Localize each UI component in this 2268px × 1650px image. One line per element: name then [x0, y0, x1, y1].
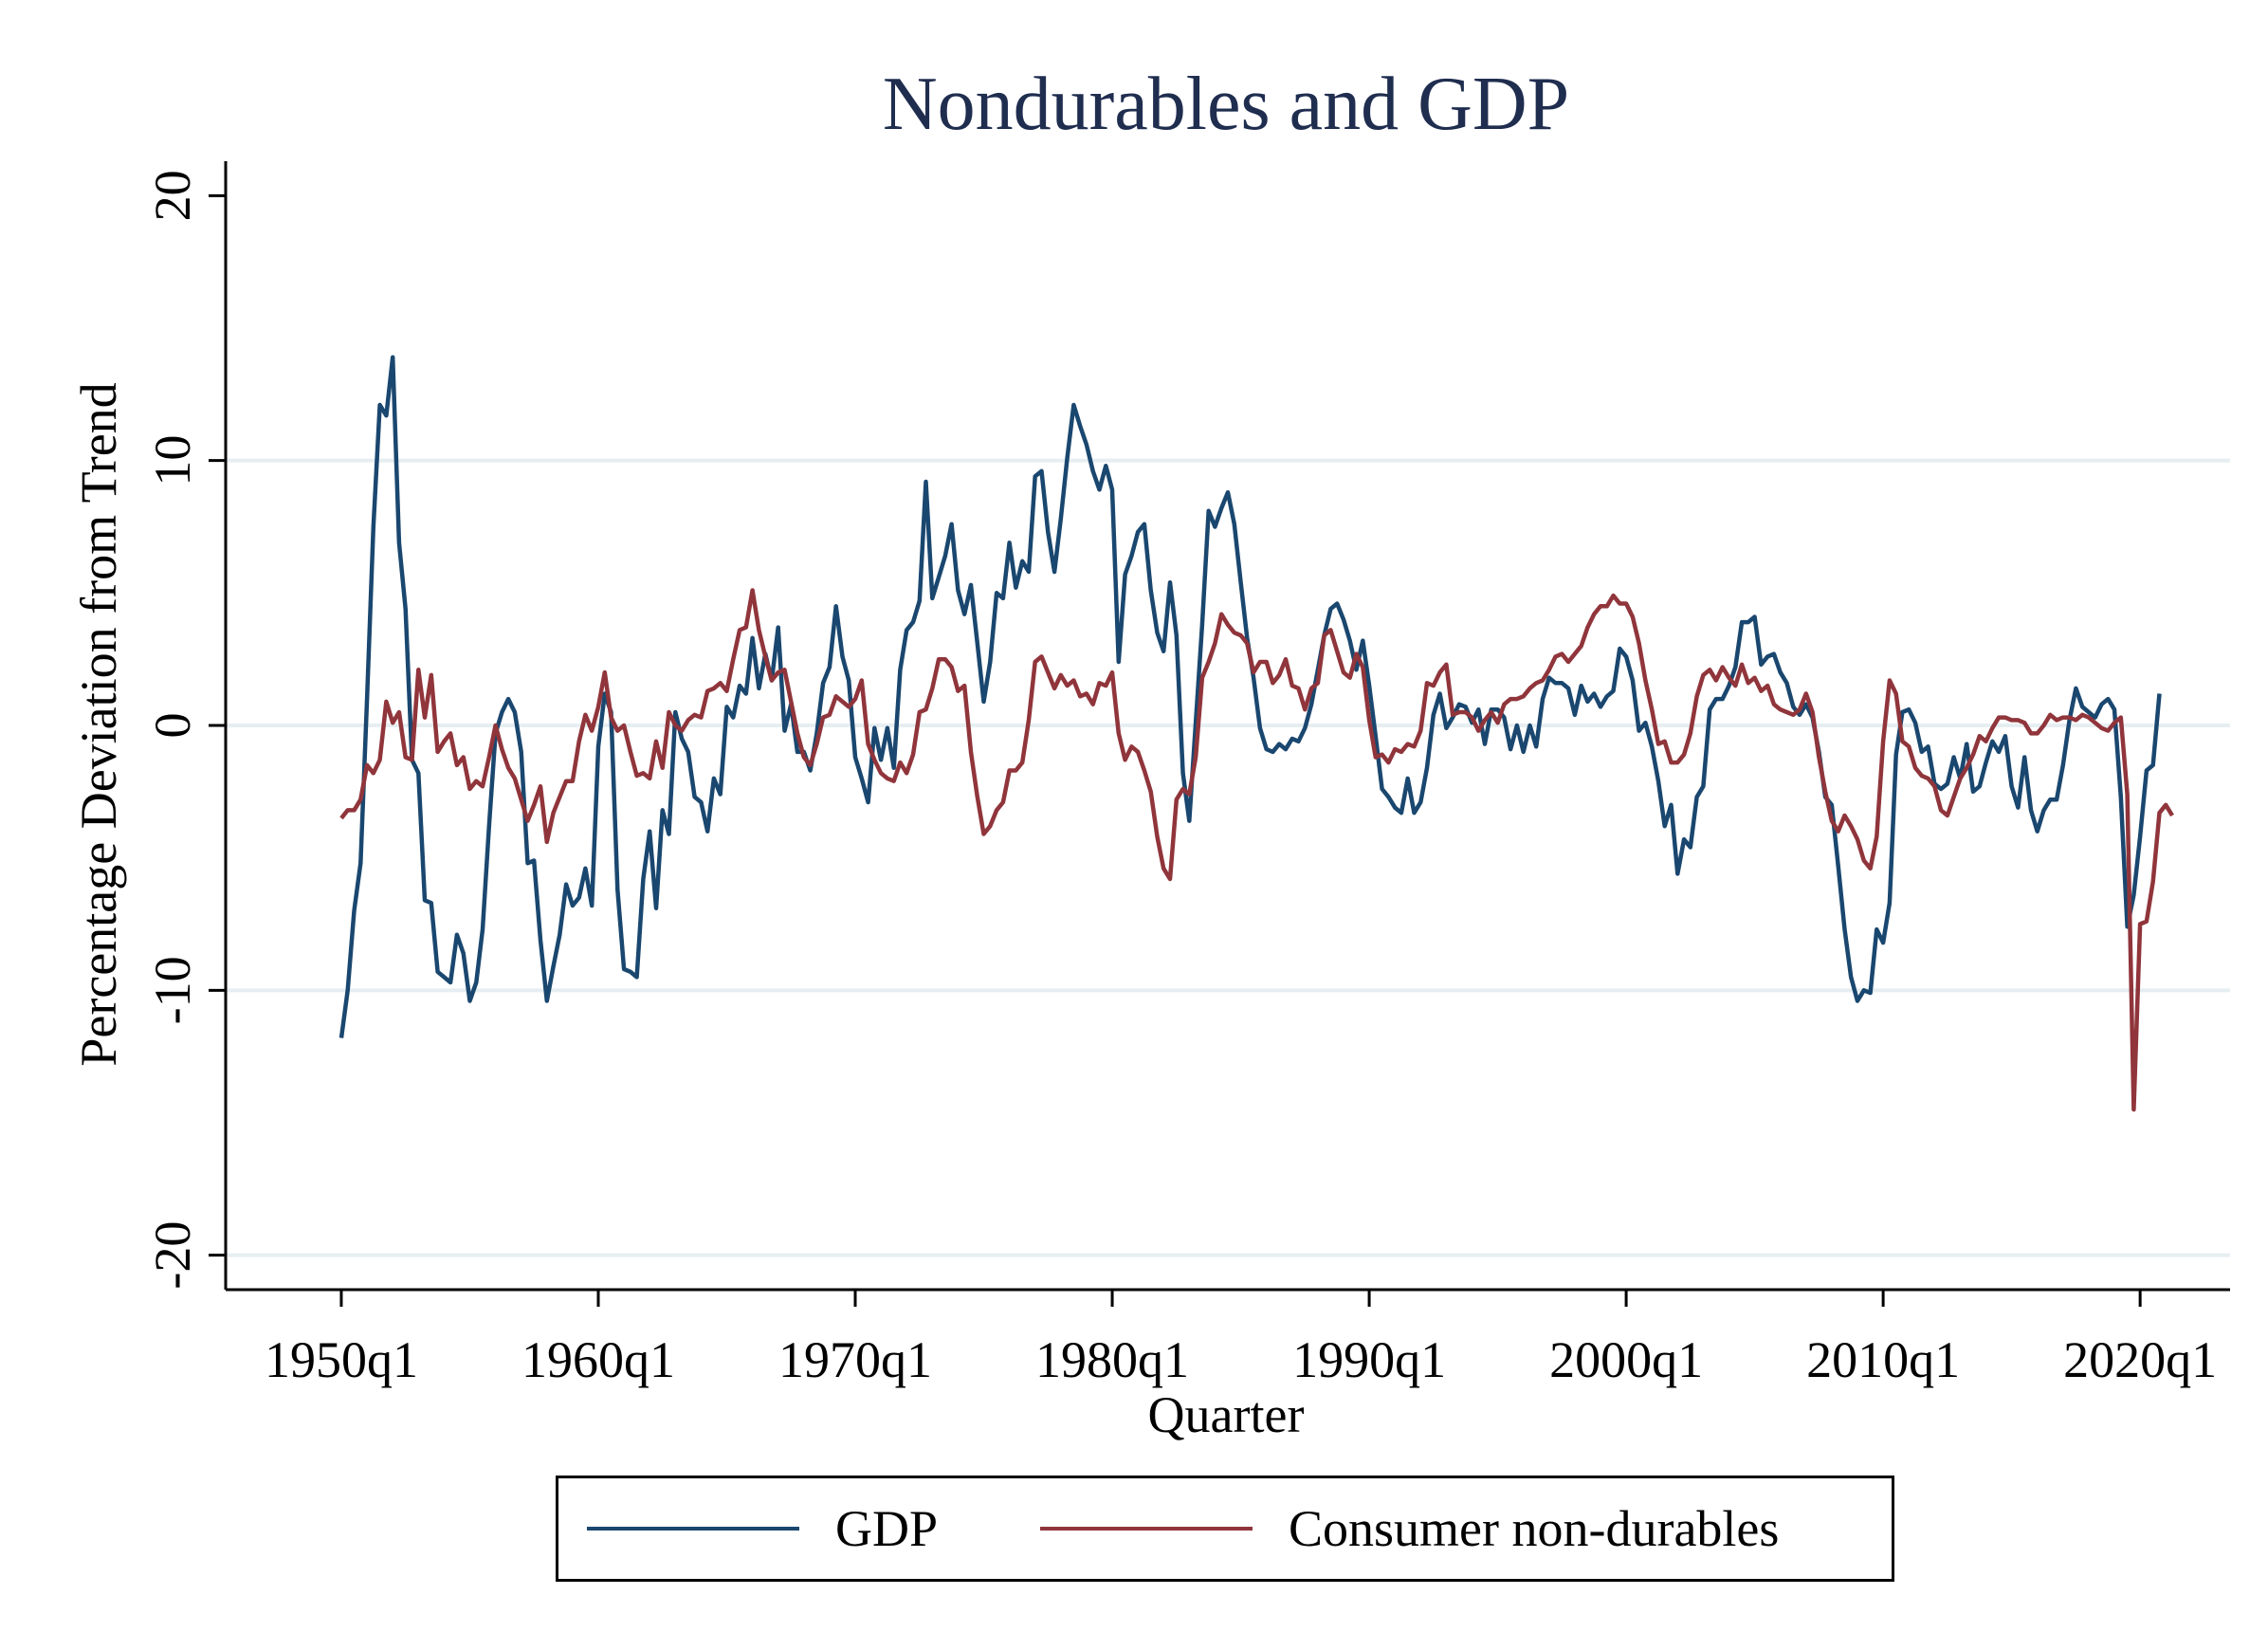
x-tick-label: 1980q1 — [1035, 1331, 1189, 1388]
x-tick-label: 2000q1 — [1549, 1331, 1703, 1388]
x-tick-label: 1960q1 — [521, 1331, 675, 1388]
y-tick-label: -10 — [144, 956, 201, 1024]
legend: GDP Consumer non-durables — [556, 1476, 1894, 1582]
series-line-nondurables — [339, 588, 2174, 1112]
legend-label-nondurables: Consumer non-durables — [1289, 1500, 1780, 1557]
legend-swatch-gdp — [587, 1527, 799, 1531]
y-tick-label: 0 — [144, 713, 201, 739]
x-tick-label: 1970q1 — [778, 1331, 932, 1388]
legend-item-gdp: GDP — [587, 1478, 938, 1579]
grid — [226, 458, 2230, 1257]
chart-title: Nondurables and GDP — [883, 63, 1569, 146]
y-tick-label: -20 — [144, 1221, 201, 1290]
y-axis-label: Percentage Deviation from Trend — [70, 382, 127, 1066]
axes: 20 10 0 -10 -20 1950q1 1960q1 1970q1 1980q1 1990q… — [144, 161, 2230, 1388]
x-axis-label: Quarter — [1148, 1386, 1305, 1443]
y-tick-label: 20 — [144, 170, 201, 221]
series-layer — [338, 355, 2174, 1112]
x-tick-label: 1950q1 — [265, 1331, 418, 1388]
legend-swatch-nondurables — [1040, 1527, 1253, 1531]
x-tick-label: 1990q1 — [1292, 1331, 1446, 1388]
legend-item-nondurables: Consumer non-durables — [1040, 1478, 1779, 1579]
x-tick-label: 2020q1 — [2063, 1331, 2217, 1388]
x-tick-label: 2010q1 — [1806, 1331, 1960, 1388]
legend-label-gdp: GDP — [835, 1500, 939, 1557]
y-tick-label: 10 — [144, 435, 201, 486]
